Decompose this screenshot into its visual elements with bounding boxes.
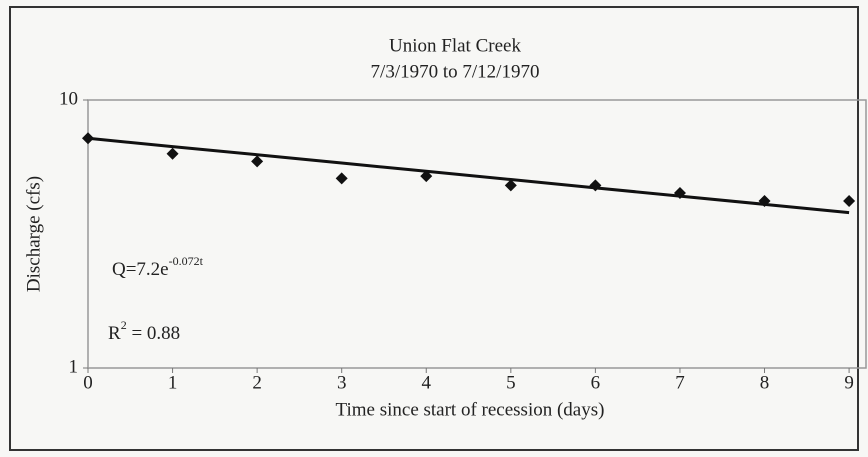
r-squared-rest: = 0.88 [127, 323, 180, 344]
r-squared-exponent: 2 [121, 318, 127, 332]
plot-area [87, 99, 867, 369]
x-tick-label: 7 [675, 372, 685, 393]
equation-exponent: -0.072t [169, 254, 204, 268]
x-tick-label: 2 [252, 372, 262, 393]
x-axis-title: Time since start of recession (days) [336, 399, 605, 420]
x-tick-label: 1 [168, 372, 178, 393]
data-point [420, 170, 433, 183]
x-tick-label: 4 [422, 372, 432, 393]
data-point [673, 186, 686, 199]
x-tick-label: 3 [337, 372, 347, 393]
y-tick-label: 10 [59, 88, 78, 109]
y-tick-label: 1 [69, 356, 79, 377]
data-point [251, 155, 264, 168]
chart-border [9, 6, 859, 451]
x-tick-label: 5 [506, 372, 516, 393]
chart-title: Union Flat Creek [389, 35, 521, 56]
x-tick-label: 0 [83, 372, 93, 393]
data-point [335, 172, 348, 185]
x-tick-label: 6 [591, 372, 601, 393]
data-point [758, 194, 771, 207]
data-point [589, 179, 602, 192]
r-squared-base: R [108, 323, 121, 344]
x-tick-label: 9 [844, 372, 854, 393]
equation: Q=7.2e-0.072t [112, 254, 204, 281]
y-axis-title: Discharge (cfs) [23, 176, 44, 292]
r-squared: R2 = 0.88 [108, 318, 180, 345]
data-point [504, 179, 517, 192]
x-tick-label: 8 [760, 372, 770, 393]
data-point [843, 194, 856, 207]
trendline [87, 136, 850, 215]
data-point [82, 132, 94, 145]
data-point [166, 147, 179, 160]
chart-subtitle: 7/3/1970 to 7/12/1970 [371, 61, 540, 82]
equation-base: Q=7.2e [112, 259, 169, 280]
